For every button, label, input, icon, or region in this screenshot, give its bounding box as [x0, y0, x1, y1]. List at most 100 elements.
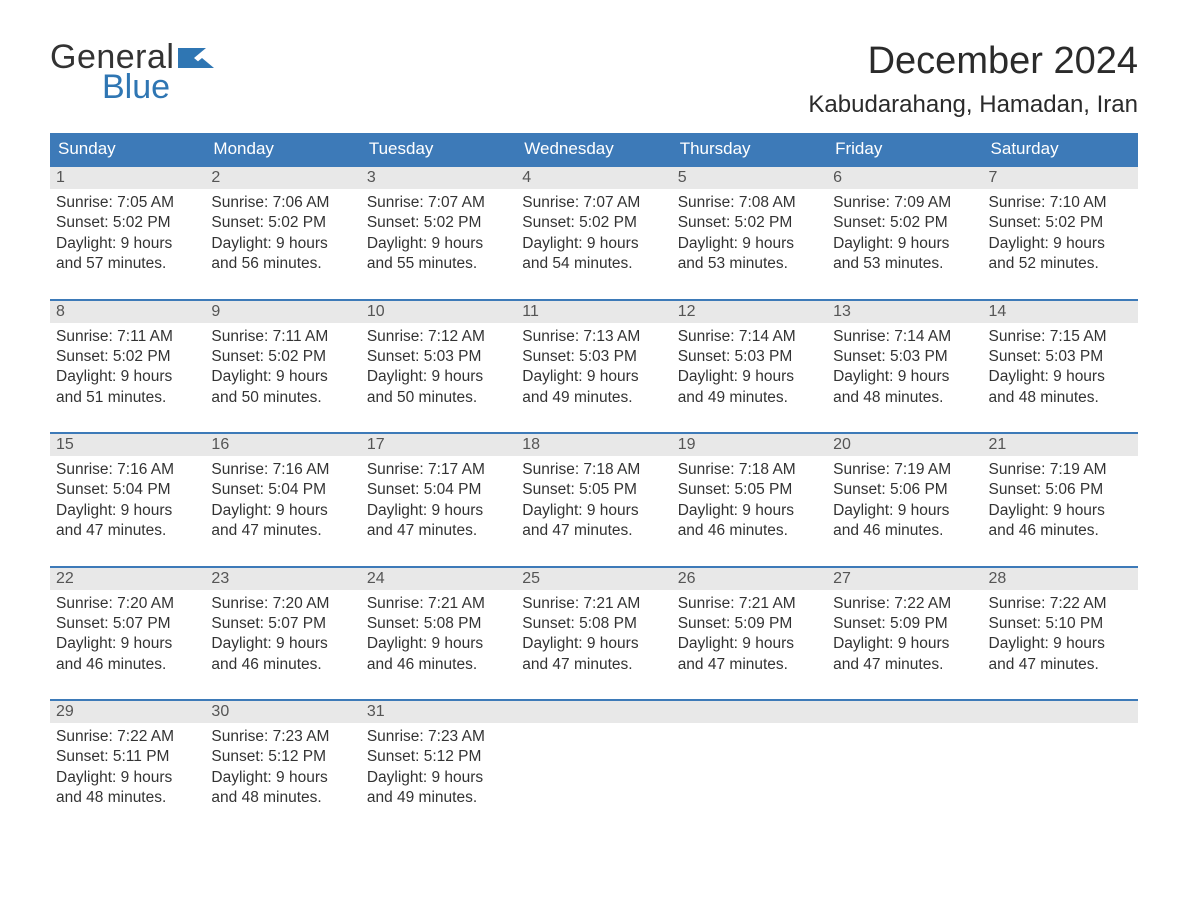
daynum-row: 1 2 3 4 5 6 7 — [50, 167, 1138, 189]
sunrise-text: Sunrise: 7:16 AM — [56, 460, 199, 479]
day-number: 26 — [672, 568, 827, 590]
day-cell: Sunrise: 7:20 AM Sunset: 5:07 PM Dayligh… — [205, 590, 360, 676]
daynum-row: 8 9 10 11 12 13 14 — [50, 301, 1138, 323]
sunrise-text: Sunrise: 7:13 AM — [522, 327, 665, 346]
sunrise-text: Sunrise: 7:11 AM — [56, 327, 199, 346]
daylight-line1: Daylight: 9 hours — [211, 367, 354, 386]
daylight-line1: Daylight: 9 hours — [989, 634, 1132, 653]
day-cell: Sunrise: 7:16 AM Sunset: 5:04 PM Dayligh… — [50, 456, 205, 542]
page: General Blue December 2024 Kabudarahang,… — [0, 0, 1188, 849]
sunrise-text: Sunrise: 7:19 AM — [833, 460, 976, 479]
weekday-header: Wednesday — [516, 133, 671, 165]
day-number: 11 — [516, 301, 671, 323]
day-number — [672, 701, 827, 723]
sunrise-text: Sunrise: 7:08 AM — [678, 193, 821, 212]
day-cell: Sunrise: 7:21 AM Sunset: 5:08 PM Dayligh… — [516, 590, 671, 676]
sunrise-text: Sunrise: 7:05 AM — [56, 193, 199, 212]
day-number: 31 — [361, 701, 516, 723]
day-cell: Sunrise: 7:22 AM Sunset: 5:11 PM Dayligh… — [50, 723, 205, 809]
day-number: 6 — [827, 167, 982, 189]
daylight-line1: Daylight: 9 hours — [367, 367, 510, 386]
day-cell: Sunrise: 7:21 AM Sunset: 5:08 PM Dayligh… — [361, 590, 516, 676]
sunrise-text: Sunrise: 7:19 AM — [989, 460, 1132, 479]
daylight-line2: and 49 minutes. — [522, 388, 665, 407]
sunset-text: Sunset: 5:04 PM — [56, 480, 199, 499]
day-number: 13 — [827, 301, 982, 323]
daylight-line1: Daylight: 9 hours — [522, 634, 665, 653]
daylight-line1: Daylight: 9 hours — [833, 234, 976, 253]
sunset-text: Sunset: 5:02 PM — [211, 213, 354, 232]
daylight-line1: Daylight: 9 hours — [678, 634, 821, 653]
weekday-header-row: Sunday Monday Tuesday Wednesday Thursday… — [50, 133, 1138, 165]
day-number: 16 — [205, 434, 360, 456]
day-cell: Sunrise: 7:08 AM Sunset: 5:02 PM Dayligh… — [672, 189, 827, 275]
day-cell — [827, 723, 982, 809]
day-number: 3 — [361, 167, 516, 189]
daylight-line1: Daylight: 9 hours — [367, 501, 510, 520]
day-number: 4 — [516, 167, 671, 189]
daylight-line2: and 47 minutes. — [211, 521, 354, 540]
weekday-header: Thursday — [672, 133, 827, 165]
daylight-line2: and 57 minutes. — [56, 254, 199, 273]
day-number: 5 — [672, 167, 827, 189]
sunrise-text: Sunrise: 7:23 AM — [367, 727, 510, 746]
week-row: 8 9 10 11 12 13 14 Sunrise: 7:11 AM Suns… — [50, 299, 1138, 409]
weekday-header: Friday — [827, 133, 982, 165]
sunrise-text: Sunrise: 7:16 AM — [211, 460, 354, 479]
daylight-line2: and 48 minutes. — [211, 788, 354, 807]
daylight-line1: Daylight: 9 hours — [211, 768, 354, 787]
weekday-header: Sunday — [50, 133, 205, 165]
sunrise-text: Sunrise: 7:14 AM — [678, 327, 821, 346]
weekday-header: Monday — [205, 133, 360, 165]
header-titles: December 2024 Kabudarahang, Hamadan, Ira… — [808, 40, 1138, 119]
sunset-text: Sunset: 5:03 PM — [367, 347, 510, 366]
day-cell: Sunrise: 7:10 AM Sunset: 5:02 PM Dayligh… — [983, 189, 1138, 275]
day-cell: Sunrise: 7:11 AM Sunset: 5:02 PM Dayligh… — [205, 323, 360, 409]
daylight-line1: Daylight: 9 hours — [211, 501, 354, 520]
daylight-line2: and 47 minutes. — [56, 521, 199, 540]
day-number — [516, 701, 671, 723]
sunset-text: Sunset: 5:03 PM — [678, 347, 821, 366]
daynum-row: 15 16 17 18 19 20 21 — [50, 434, 1138, 456]
day-cell: Sunrise: 7:07 AM Sunset: 5:02 PM Dayligh… — [516, 189, 671, 275]
day-number: 14 — [983, 301, 1138, 323]
daylight-line1: Daylight: 9 hours — [522, 367, 665, 386]
day-number: 1 — [50, 167, 205, 189]
day-number: 25 — [516, 568, 671, 590]
daylight-line2: and 50 minutes. — [367, 388, 510, 407]
daylight-line1: Daylight: 9 hours — [833, 634, 976, 653]
day-number: 9 — [205, 301, 360, 323]
day-data-row: Sunrise: 7:05 AM Sunset: 5:02 PM Dayligh… — [50, 189, 1138, 275]
sunset-text: Sunset: 5:12 PM — [211, 747, 354, 766]
day-number: 10 — [361, 301, 516, 323]
day-number: 27 — [827, 568, 982, 590]
weekday-header: Tuesday — [361, 133, 516, 165]
daylight-line1: Daylight: 9 hours — [211, 234, 354, 253]
sunset-text: Sunset: 5:09 PM — [833, 614, 976, 633]
daylight-line2: and 55 minutes. — [367, 254, 510, 273]
sunset-text: Sunset: 5:05 PM — [522, 480, 665, 499]
day-cell: Sunrise: 7:05 AM Sunset: 5:02 PM Dayligh… — [50, 189, 205, 275]
sunset-text: Sunset: 5:09 PM — [678, 614, 821, 633]
day-data-row: Sunrise: 7:22 AM Sunset: 5:11 PM Dayligh… — [50, 723, 1138, 809]
daylight-line2: and 52 minutes. — [989, 254, 1132, 273]
day-number: 20 — [827, 434, 982, 456]
sunrise-text: Sunrise: 7:18 AM — [678, 460, 821, 479]
week-row: 29 30 31 Sunrise: 7:22 AM Sunset: 5:11 P… — [50, 699, 1138, 809]
logo-word2: Blue — [102, 70, 220, 104]
sunrise-text: Sunrise: 7:14 AM — [833, 327, 976, 346]
sunset-text: Sunset: 5:02 PM — [367, 213, 510, 232]
daylight-line2: and 49 minutes. — [678, 388, 821, 407]
daylight-line1: Daylight: 9 hours — [56, 501, 199, 520]
calendar: Sunday Monday Tuesday Wednesday Thursday… — [50, 133, 1138, 809]
daylight-line1: Daylight: 9 hours — [367, 768, 510, 787]
day-number: 23 — [205, 568, 360, 590]
day-data-row: Sunrise: 7:11 AM Sunset: 5:02 PM Dayligh… — [50, 323, 1138, 409]
daylight-line1: Daylight: 9 hours — [211, 634, 354, 653]
week-row: 15 16 17 18 19 20 21 Sunrise: 7:16 AM Su… — [50, 432, 1138, 542]
daylight-line1: Daylight: 9 hours — [678, 501, 821, 520]
day-data-row: Sunrise: 7:16 AM Sunset: 5:04 PM Dayligh… — [50, 456, 1138, 542]
week-row: 1 2 3 4 5 6 7 Sunrise: 7:05 AM Sunset: 5… — [50, 165, 1138, 275]
day-cell: Sunrise: 7:16 AM Sunset: 5:04 PM Dayligh… — [205, 456, 360, 542]
daylight-line2: and 47 minutes. — [989, 655, 1132, 674]
